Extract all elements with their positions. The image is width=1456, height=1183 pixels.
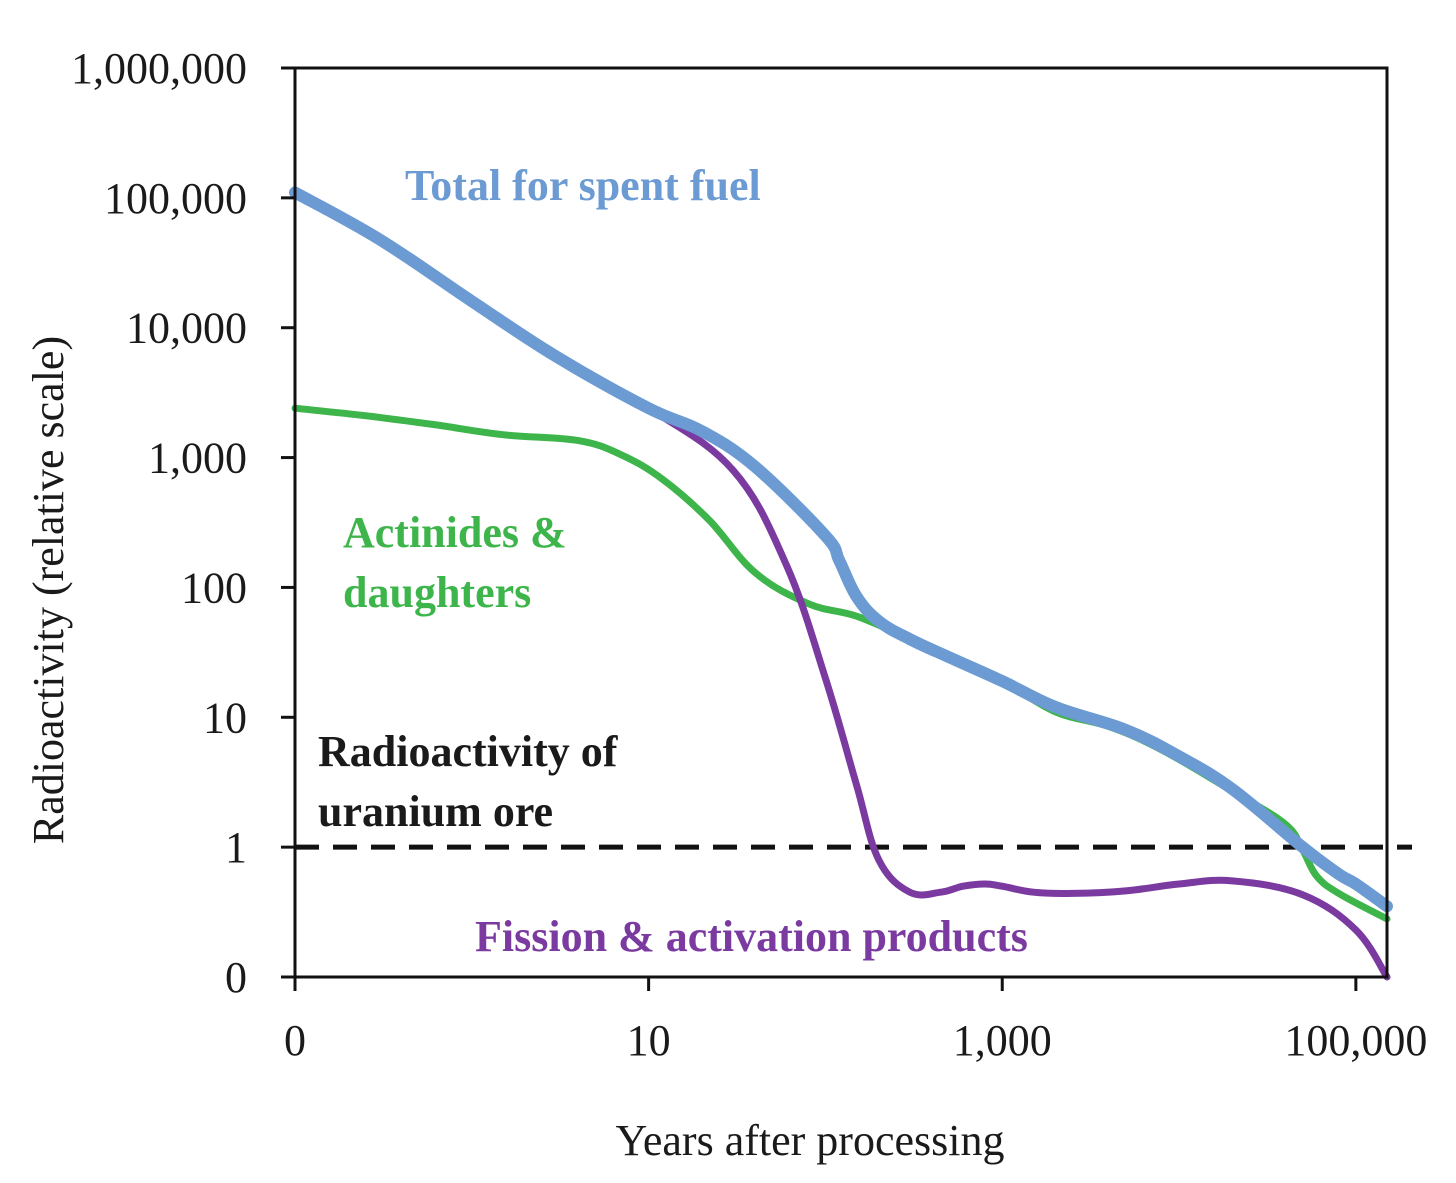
y-tick-label: 1 — [225, 823, 247, 872]
axes-group: 0 1 10 100 1,000 10,000 100,000 1,000,000 0 10 1,0… — [24, 44, 1427, 1165]
x-axis-title: Years after processing — [616, 1116, 1005, 1165]
actinides-daughters-label-line: Actinides & — [343, 508, 567, 557]
y-tick-label: 0 — [225, 953, 247, 1002]
plot-area — [295, 68, 1387, 977]
x-tick-label: 10 — [627, 1016, 671, 1065]
plot-background — [295, 68, 1387, 977]
actinides-daughters-label: Actinides & daughters — [343, 508, 567, 617]
series-group — [289, 186, 1393, 981]
fission-activation-products-label: Fission & activation products — [475, 912, 1028, 961]
uranium-ore-label: Radioactivity of uranium ore — [318, 727, 619, 836]
y-tick-label: 100 — [181, 563, 247, 612]
total-spent-fuel-label-line: Total for spent fuel — [405, 161, 761, 210]
y-tick-label: 10 — [203, 693, 247, 742]
uranium-ore-label-line: Radioactivity of — [318, 727, 619, 776]
y-tick-label: 100,000 — [104, 174, 247, 223]
y-tick-label: 1,000,000 — [71, 44, 247, 93]
x-tick-label: 1,000 — [953, 1016, 1052, 1065]
y-axis-title: Radioactivity (relative scale) — [24, 336, 73, 844]
labels-group: Total for spent fuel Actinides & daughters… — [318, 161, 1028, 961]
total-spent-fuel-line — [289, 186, 1393, 913]
actinides-daughters-label-line: daughters — [343, 568, 531, 617]
total-spent-fuel-label: Total for spent fuel — [405, 161, 761, 210]
y-tick-label: 10,000 — [126, 304, 247, 353]
plot-frame — [293, 66, 1389, 979]
x-tick-label: 0 — [284, 1016, 306, 1065]
y-tick-label: 1,000 — [148, 434, 247, 483]
x-tick-label: 100,000 — [1284, 1016, 1427, 1065]
uranium-ore-label-line: uranium ore — [318, 787, 553, 836]
fission-activation-products-label-line: Fission & activation products — [475, 912, 1028, 961]
